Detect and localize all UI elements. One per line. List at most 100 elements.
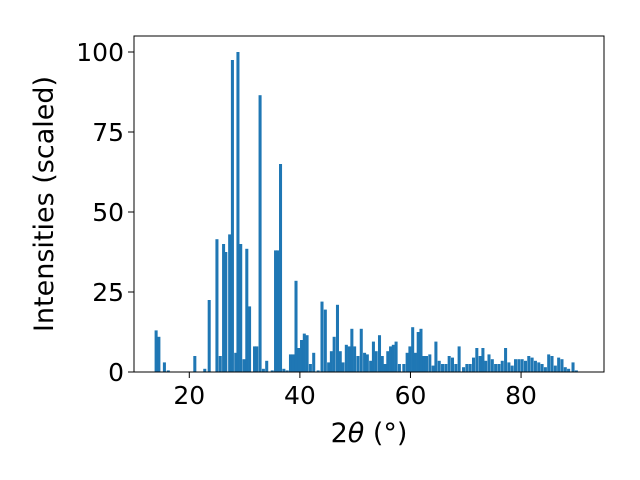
bar-37 [308,364,312,372]
bar-69 [408,346,412,372]
bar-25 [274,250,278,372]
bar-109 [537,362,541,372]
bar-66 [397,364,401,372]
bar-97 [497,364,501,372]
bar-43 [329,351,333,372]
bar-70 [411,327,415,372]
x-tick-label: 60 [395,381,427,410]
bar-51 [353,346,357,372]
bar-44 [332,336,336,372]
bar-86 [462,367,466,372]
bar-116 [560,359,564,372]
bar-2 [162,362,166,372]
y-tick-label: 100 [76,38,124,67]
bar-56 [369,360,373,372]
bar-115 [557,357,561,372]
bar-39 [316,370,320,372]
bar-52 [356,356,360,372]
bar-14 [236,52,240,372]
bar-50 [350,328,354,372]
bar-16 [242,359,246,372]
bar-80 [441,364,445,372]
bar-55 [365,354,369,372]
bar-85 [457,346,461,372]
bar-40 [320,301,324,372]
bar-21 [258,95,262,372]
bar-29 [285,370,289,372]
bar-83 [450,357,455,372]
x-tick-label: 20 [173,381,205,410]
bar-60 [380,356,384,372]
bar-120 [574,370,578,372]
bar-98 [500,360,504,372]
bar-74 [422,356,426,372]
bar-23 [265,360,269,372]
x-axis-label-theta: θ [348,418,365,449]
bar-114 [553,365,557,372]
bar-93 [484,360,488,372]
bar-103 [517,359,521,372]
bar-92 [481,348,485,372]
bar-95 [490,359,494,372]
y-axis-ticks: 0 25 50 75 100 [76,38,134,387]
bar-102 [514,359,518,372]
bar-78 [434,341,438,372]
bar-61 [383,364,387,372]
bar-57 [371,341,375,372]
bar-24 [270,370,274,372]
bar-41 [323,309,327,372]
bar-12 [230,60,234,372]
bar-30 [288,354,292,372]
x-axis-label-prefix: 2 [331,418,348,449]
bar-88 [468,364,472,372]
bar-54 [363,352,367,372]
axes-frame [133,35,605,373]
bar-107 [530,357,534,372]
bar-20 [255,346,259,372]
bar-3 [166,370,170,372]
bar-113 [550,356,554,372]
bar-22 [261,368,265,372]
bar-68 [405,352,409,372]
bar-28 [282,368,286,372]
bar-112 [547,354,551,372]
bar-75 [424,356,429,372]
bar-10 [224,252,228,372]
bar-6 [207,300,211,372]
bar-47 [341,362,345,372]
bar-76 [428,354,432,372]
x-tick-label: 40 [284,381,316,410]
bar-84 [454,364,458,372]
bar-90 [475,348,479,372]
bar-8 [218,356,222,372]
bar-87 [465,364,469,372]
bar-63 [389,346,393,372]
bar-110 [540,364,544,372]
bar-33 [297,348,301,372]
bar-19 [253,346,257,372]
bar-99 [504,348,508,372]
bar-34 [300,340,304,372]
bar-106 [527,356,531,372]
bar-18 [248,306,252,372]
y-tick-label: 75 [92,118,124,147]
bar-13 [234,352,238,372]
bar-46 [338,351,342,372]
bar-15 [239,244,243,372]
bar-38 [312,352,316,372]
bar-35 [302,333,306,372]
y-tick-label: 0 [108,358,124,387]
bar-4 [193,356,197,372]
bar-72 [416,332,420,372]
bar-62 [386,351,390,372]
bar-100 [507,362,511,372]
bar-91 [478,356,482,372]
bar-58 [374,351,378,372]
bar-73 [419,328,423,372]
bar-0 [154,330,158,372]
bar-42 [327,362,331,372]
y-tick-label: 25 [92,278,124,307]
bar-27 [279,164,283,372]
bar-26 [276,250,280,372]
